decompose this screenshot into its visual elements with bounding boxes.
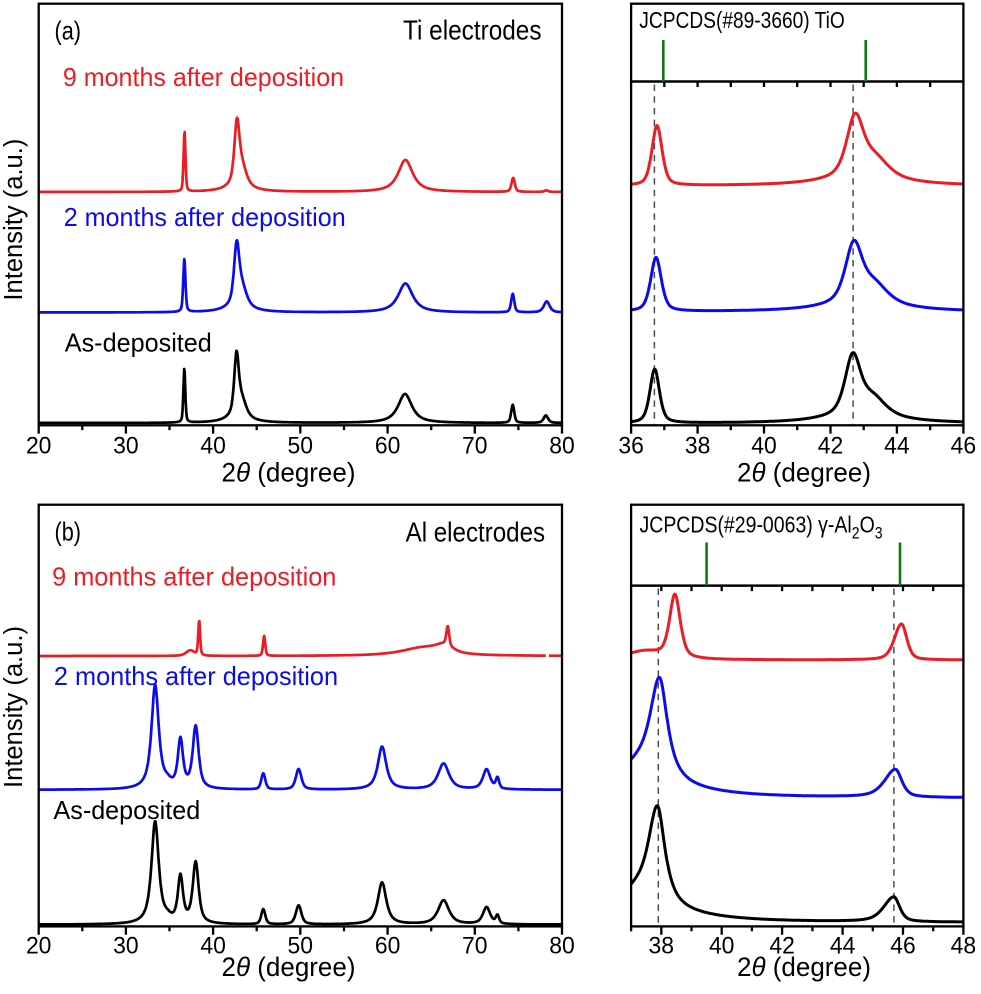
svg-text:20: 20 — [26, 933, 52, 960]
svg-text:60: 60 — [375, 432, 401, 459]
svg-text:Al electrodes: Al electrodes — [406, 517, 545, 548]
svg-text:9 months after deposition: 9 months after deposition — [63, 62, 344, 92]
svg-text:2 months after deposition: 2 months after deposition — [64, 202, 346, 232]
svg-text:Intensity (a.u.): Intensity (a.u.) — [0, 626, 28, 788]
svg-text:2 months after deposition: 2 months after deposition — [54, 661, 338, 691]
svg-text:30: 30 — [113, 933, 139, 960]
svg-text:9 months after deposition: 9 months after deposition — [52, 562, 336, 592]
svg-text:40: 40 — [200, 432, 226, 459]
svg-text:44: 44 — [884, 432, 910, 459]
svg-text:50: 50 — [288, 432, 314, 459]
svg-text:20: 20 — [26, 432, 52, 459]
svg-text:46: 46 — [890, 933, 916, 960]
svg-text:38: 38 — [685, 432, 711, 459]
svg-text:Ti electrodes: Ti electrodes — [403, 15, 542, 46]
svg-text:42: 42 — [769, 933, 795, 960]
svg-text:80: 80 — [549, 933, 575, 960]
svg-text:As-deposited: As-deposited — [65, 328, 212, 358]
svg-text:40: 40 — [709, 933, 735, 960]
svg-text:36: 36 — [618, 432, 644, 459]
svg-text:2θ (degree): 2θ (degree) — [222, 952, 356, 982]
svg-text:JCPCDS(#29-0063) γ-Al2O3: JCPCDS(#29-0063) γ-Al2O3 — [640, 512, 883, 543]
svg-text:42: 42 — [818, 432, 844, 459]
svg-text:2θ (degree): 2θ (degree) — [222, 458, 356, 488]
svg-text:(b): (b) — [55, 517, 82, 547]
svg-text:Intensity (a.u.): Intensity (a.u.) — [0, 139, 28, 301]
svg-text:80: 80 — [549, 432, 575, 459]
svg-text:30: 30 — [113, 432, 139, 459]
svg-text:60: 60 — [375, 933, 401, 960]
svg-text:40: 40 — [751, 432, 777, 459]
svg-text:(a): (a) — [55, 16, 82, 46]
svg-text:As-deposited: As-deposited — [54, 795, 201, 825]
svg-text:70: 70 — [462, 933, 488, 960]
svg-text:2θ (degree): 2θ (degree) — [737, 952, 871, 982]
svg-text:38: 38 — [649, 933, 675, 960]
svg-text:2θ (degree): 2θ (degree) — [737, 458, 871, 488]
svg-text:48: 48 — [951, 933, 977, 960]
svg-text:50: 50 — [288, 933, 314, 960]
svg-text:44: 44 — [830, 933, 856, 960]
svg-text:JCPCDS(#89-3660) TiO: JCPCDS(#89-3660) TiO — [639, 7, 845, 33]
svg-text:70: 70 — [462, 432, 488, 459]
svg-text:40: 40 — [200, 933, 226, 960]
svg-text:46: 46 — [951, 432, 977, 459]
